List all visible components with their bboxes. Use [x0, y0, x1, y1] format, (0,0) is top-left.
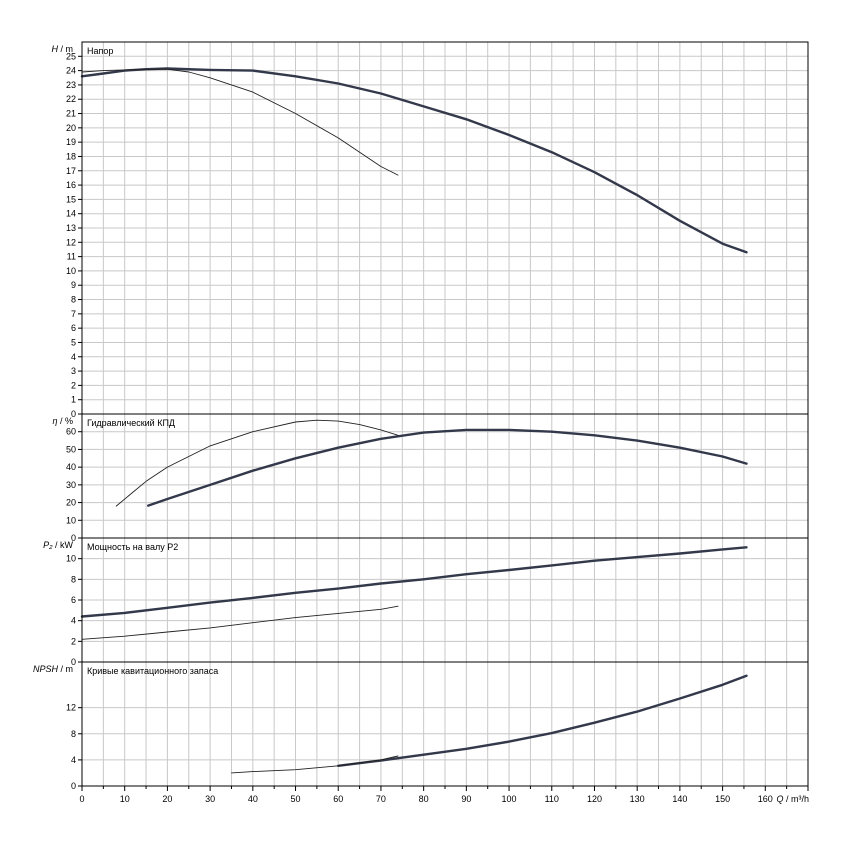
- y-tick-label: 0: [71, 781, 76, 791]
- x-tick-label: 140: [672, 794, 687, 804]
- y-tick-label: 10: [66, 515, 76, 525]
- x-tick-label: 0: [79, 794, 84, 804]
- y-tick-label: 4: [71, 616, 76, 626]
- panel-title-efficiency: Гидравлический КПД: [87, 418, 175, 428]
- y-tick-label: 8: [71, 574, 76, 584]
- panel-title-head: Напор: [87, 46, 113, 56]
- y-tick-label: 0: [71, 409, 76, 419]
- y-tick-label: 10: [66, 554, 76, 564]
- y-tick-label: 16: [66, 180, 76, 190]
- panel-title-npsh: Кривые кавитационного запаса: [87, 666, 218, 676]
- x-tick-label: 20: [162, 794, 172, 804]
- y-tick-label: 21: [66, 109, 76, 119]
- y-axis-label-head: H / m: [52, 44, 74, 54]
- y-tick-label: 40: [66, 462, 76, 472]
- y-tick-label: 3: [71, 366, 76, 376]
- x-tick-label: 100: [502, 794, 517, 804]
- grid-layer: [82, 42, 808, 786]
- y-tick-label: 4: [71, 755, 76, 765]
- y-tick-label: 12: [66, 237, 76, 247]
- y-tick-label: 0: [71, 533, 76, 543]
- y-tick-label: 24: [66, 66, 76, 76]
- x-tick-label: 150: [715, 794, 730, 804]
- curve-efficiency-thin: [115, 419, 399, 507]
- y-tick-label: 30: [66, 480, 76, 490]
- curve-power-thin: [81, 605, 399, 640]
- y-tick-label: 60: [66, 427, 76, 437]
- y-tick-label: 2: [71, 380, 76, 390]
- x-tick-label: 120: [587, 794, 602, 804]
- y-tick-label: 8: [71, 295, 76, 305]
- frame-layer: [78, 41, 809, 791]
- y-tick-label: 6: [71, 595, 76, 605]
- x-tick-label: 110: [545, 794, 559, 804]
- x-tick-label: 90: [461, 794, 471, 804]
- y-tick-label: 1: [71, 395, 76, 405]
- y-tick-label: 19: [66, 137, 76, 147]
- y-tick-label: 22: [66, 94, 76, 104]
- x-tick-label: 130: [630, 794, 645, 804]
- y-axis-label-npsh: NPSH / m: [33, 664, 73, 674]
- y-tick-label: 4: [71, 352, 76, 362]
- x-tick-label: 80: [419, 794, 429, 804]
- y-tick-label: 11: [67, 252, 76, 262]
- y-tick-label: 9: [71, 280, 76, 290]
- x-tick-label: 160: [758, 794, 773, 804]
- y-tick-label: 17: [66, 166, 76, 176]
- x-axis-label: Q / m³/h: [776, 794, 809, 804]
- x-tick-label: 40: [248, 794, 258, 804]
- y-tick-label: 0: [71, 657, 76, 667]
- y-axis-label-power: P₂ / kW: [43, 540, 73, 550]
- y-tick-label: 14: [66, 209, 76, 219]
- y-tick-label: 2: [71, 636, 76, 646]
- y-tick-label: 6: [71, 323, 76, 333]
- x-tick-label: 50: [291, 794, 301, 804]
- y-tick-label: 20: [66, 498, 76, 508]
- x-tick-label: 70: [376, 794, 386, 804]
- y-tick-label: 15: [66, 194, 76, 204]
- curve-power-thick: [80, 546, 748, 618]
- curve-efficiency-thick: [147, 428, 748, 507]
- curve-npsh-thin: [231, 755, 399, 774]
- x-tick-label: 30: [205, 794, 215, 804]
- curve-head-thin: [81, 68, 399, 176]
- y-tick-label: 5: [71, 337, 76, 347]
- x-tick-label: 10: [120, 794, 130, 804]
- x-tick-label: 60: [333, 794, 343, 804]
- y-axis-label-efficiency: η / %: [52, 416, 73, 426]
- y-tick-label: 13: [66, 223, 76, 233]
- y-tick-label: 8: [71, 729, 76, 739]
- y-tick-label: 7: [71, 309, 76, 319]
- y-tick-label: 12: [66, 703, 76, 713]
- panel-title-power: Мощность на валу P2: [87, 542, 178, 552]
- y-tick-label: 50: [66, 444, 76, 454]
- y-tick-label: 18: [66, 151, 76, 161]
- curve-head-thick: [80, 67, 748, 254]
- y-tick-label: 23: [66, 80, 76, 90]
- y-tick-label: 20: [66, 123, 76, 133]
- y-tick-label: 10: [66, 266, 76, 276]
- label-layer: 0123456789101112131415161718192021222324…: [33, 44, 809, 804]
- y-tick-label: 25: [66, 51, 76, 61]
- curve-npsh-thick: [337, 674, 748, 767]
- curve-layer: [80, 67, 748, 774]
